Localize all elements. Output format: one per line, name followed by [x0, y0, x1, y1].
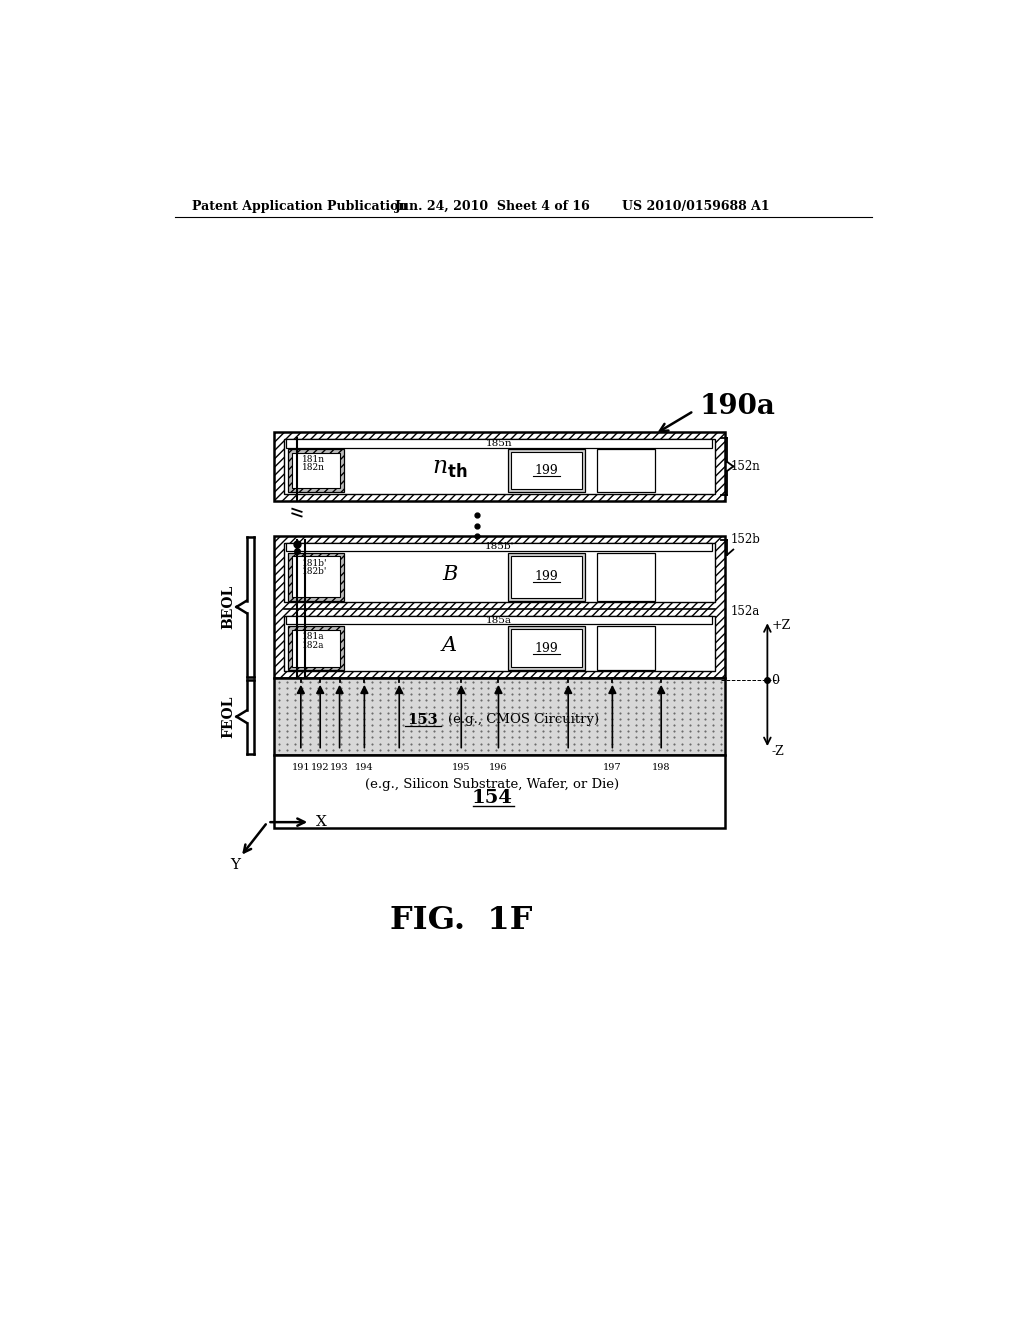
Text: 182a: 182a — [302, 640, 325, 649]
Text: 195: 195 — [452, 763, 470, 772]
Text: US 2010/0159688 A1: US 2010/0159688 A1 — [623, 199, 770, 213]
Text: -Z: -Z — [771, 744, 784, 758]
Text: 152n: 152n — [731, 459, 761, 473]
Bar — [284, 438, 715, 494]
Text: X: X — [315, 816, 327, 829]
Bar — [508, 449, 586, 492]
Bar — [273, 755, 725, 829]
Text: n$_{\mathbf{th}}$: n$_{\mathbf{th}}$ — [432, 457, 468, 480]
Bar — [289, 626, 344, 671]
Text: 199: 199 — [535, 463, 558, 477]
Text: 199: 199 — [535, 570, 558, 583]
Bar — [273, 432, 725, 502]
Text: 185n: 185n — [486, 440, 513, 449]
Bar — [508, 553, 586, 601]
Text: Patent Application Publication: Patent Application Publication — [191, 199, 408, 213]
Text: B: B — [442, 565, 458, 583]
Text: Y: Y — [230, 858, 241, 873]
Bar — [511, 451, 583, 488]
Text: 194: 194 — [355, 763, 374, 772]
Bar — [511, 556, 583, 598]
Bar — [508, 626, 586, 671]
Text: 182n: 182n — [302, 463, 326, 473]
Bar — [284, 543, 715, 602]
Text: 153: 153 — [408, 713, 438, 727]
Bar — [286, 440, 713, 447]
Text: 181n: 181n — [302, 455, 326, 463]
Bar — [286, 615, 713, 624]
Bar — [292, 557, 340, 598]
Text: 152b: 152b — [731, 533, 761, 546]
Text: BEOL: BEOL — [222, 585, 236, 630]
Bar — [284, 615, 715, 671]
Text: FIG.  1F: FIG. 1F — [390, 906, 532, 936]
Text: 191: 191 — [292, 763, 310, 772]
Bar — [273, 432, 725, 502]
Text: 192: 192 — [311, 763, 330, 772]
Text: 193: 193 — [331, 763, 349, 772]
Bar — [289, 553, 344, 601]
Bar — [289, 449, 344, 492]
Bar — [273, 678, 725, 755]
Bar — [289, 449, 344, 492]
Text: A: A — [442, 636, 457, 655]
Text: (e.g., Silicon Substrate, Wafer, or Die): (e.g., Silicon Substrate, Wafer, or Die) — [366, 777, 620, 791]
Text: 190a: 190a — [699, 393, 775, 420]
Bar — [289, 553, 344, 601]
Bar — [292, 453, 340, 488]
Bar — [273, 536, 725, 678]
Text: 185b': 185b' — [484, 543, 514, 552]
Bar — [289, 626, 344, 671]
Text: 181a: 181a — [302, 632, 325, 642]
Bar — [286, 543, 713, 552]
Bar — [597, 449, 655, 492]
Bar — [292, 630, 340, 667]
Text: 197: 197 — [603, 763, 622, 772]
Text: 198: 198 — [652, 763, 671, 772]
Text: +Z: +Z — [771, 619, 791, 632]
Text: 182b': 182b' — [302, 568, 328, 577]
Bar — [511, 628, 583, 668]
Text: 152a: 152a — [731, 605, 760, 618]
Text: Jun. 24, 2010  Sheet 4 of 16: Jun. 24, 2010 Sheet 4 of 16 — [395, 199, 591, 213]
Text: 181b': 181b' — [302, 558, 328, 568]
Text: 196: 196 — [489, 763, 508, 772]
Bar — [597, 626, 655, 671]
Text: 154: 154 — [472, 789, 513, 807]
Text: 0: 0 — [771, 675, 779, 686]
Text: 185a: 185a — [486, 615, 512, 624]
Text: 199: 199 — [535, 642, 558, 655]
Bar — [273, 536, 725, 678]
Bar — [597, 553, 655, 601]
Text: FEOL: FEOL — [222, 696, 236, 738]
Text: (e.g., CMOS Circuitry): (e.g., CMOS Circuitry) — [447, 713, 599, 726]
